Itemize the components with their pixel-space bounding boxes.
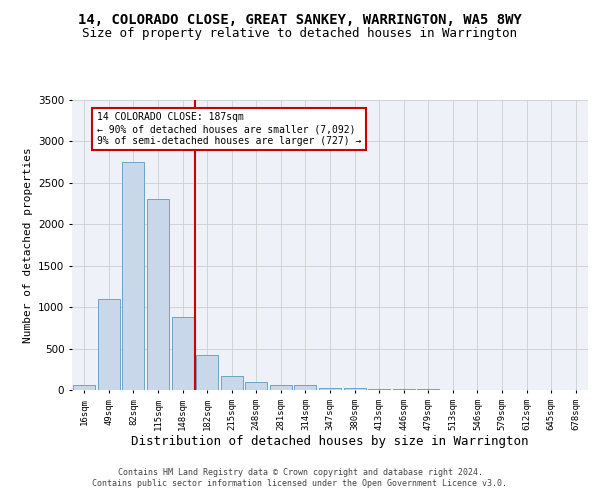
Text: 14, COLORADO CLOSE, GREAT SANKEY, WARRINGTON, WA5 8WY: 14, COLORADO CLOSE, GREAT SANKEY, WARRIN… — [78, 12, 522, 26]
Bar — [196, 355, 218, 390]
Bar — [172, 317, 194, 390]
Bar — [368, 388, 390, 390]
Text: Contains HM Land Registry data © Crown copyright and database right 2024.
Contai: Contains HM Land Registry data © Crown c… — [92, 468, 508, 487]
Bar — [344, 388, 365, 390]
Bar — [122, 162, 145, 390]
Bar — [245, 382, 268, 390]
Bar — [270, 385, 292, 390]
Bar — [73, 385, 95, 390]
Bar — [295, 386, 316, 390]
Text: Size of property relative to detached houses in Warrington: Size of property relative to detached ho… — [83, 28, 517, 40]
Text: 14 COLORADO CLOSE: 187sqm
← 90% of detached houses are smaller (7,092)
9% of sem: 14 COLORADO CLOSE: 187sqm ← 90% of detac… — [97, 112, 361, 146]
Bar — [98, 299, 120, 390]
X-axis label: Distribution of detached houses by size in Warrington: Distribution of detached houses by size … — [131, 436, 529, 448]
Y-axis label: Number of detached properties: Number of detached properties — [23, 147, 32, 343]
Bar — [221, 376, 243, 390]
Bar — [392, 389, 415, 390]
Bar — [319, 388, 341, 390]
Bar — [147, 200, 169, 390]
